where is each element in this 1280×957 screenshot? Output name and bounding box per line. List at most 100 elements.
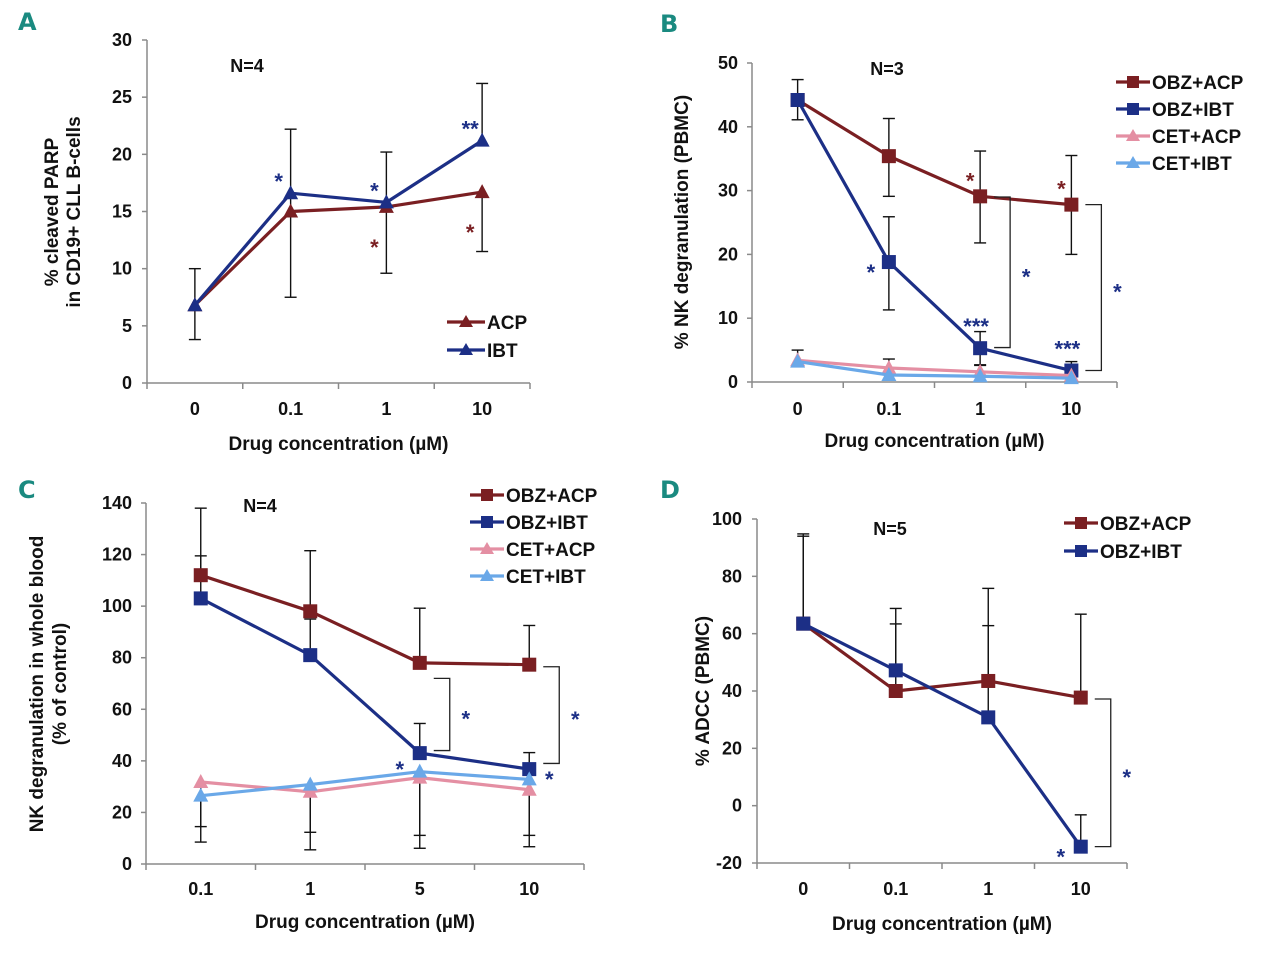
legend-label: CET+ACP	[1152, 127, 1242, 148]
y-tick-label: 20	[722, 738, 742, 758]
y-tick-label: 20	[718, 244, 738, 264]
legend: OBZ+ACP OBZ+IBT	[1064, 514, 1192, 563]
y-tick-label: 20	[112, 144, 132, 164]
y-tick-label: 40	[112, 751, 132, 771]
legend-item: OBZ+ACP	[470, 486, 598, 507]
data-point	[973, 341, 988, 356]
legend-label: CET+IBT	[1152, 154, 1232, 175]
legend: OBZ+ACP OBZ+IBT CET+ACP CET+IBT	[1116, 73, 1244, 175]
y-axis-label: % ADCC (PBMC)	[693, 616, 714, 766]
y-tick-label: 40	[722, 681, 742, 701]
legend-marker	[1126, 129, 1140, 141]
x-axis-label: Drug concentration (µM)	[229, 434, 449, 455]
bracket-significance-marker: *	[1122, 765, 1131, 790]
significance-marker: *	[1057, 177, 1066, 202]
legend-label: CET+IBT	[506, 567, 586, 588]
y-tick-label: 30	[112, 30, 132, 50]
data-point	[790, 93, 805, 108]
significance-marker: *	[966, 168, 975, 193]
data-point	[303, 648, 318, 663]
legend-item: OBZ+IBT	[470, 513, 588, 534]
panel-b: B 0 10 20 30 40 50 0 0.1 1 10 Drug concentration (µ…	[660, 10, 1244, 452]
panel-d: D -20 0 20 40 60 80 100 0 0.1 1 10 Drug concentratio…	[660, 476, 1192, 935]
data-point	[193, 774, 209, 789]
legend-item: CET+ACP	[1116, 127, 1242, 148]
x-tick-label: 10	[519, 879, 539, 899]
legend: OBZ+ACP OBZ+IBT CET+ACP CET+IBT	[470, 486, 598, 588]
data-point	[1073, 839, 1088, 854]
legend-label: OBZ+ACP	[506, 486, 598, 507]
y-tick-label: 5	[122, 316, 132, 336]
data-point	[521, 771, 537, 786]
significance-marker: *	[370, 178, 379, 203]
data-point	[303, 604, 318, 619]
series-line-ibt	[193, 139, 483, 307]
legend-label: OBZ+IBT	[1100, 542, 1182, 563]
y-tick-label: 30	[718, 181, 738, 201]
legend-item: CET+ACP	[470, 540, 596, 561]
legend-marker	[1075, 517, 1087, 529]
data-point	[1064, 197, 1079, 212]
legend-label: IBT	[487, 341, 518, 362]
x-tick-label: 0.1	[188, 879, 213, 899]
y-tick-label: 0	[122, 854, 132, 874]
panel-letter: B	[660, 10, 678, 38]
x-axis-label: Drug concentration (µM)	[832, 914, 1052, 935]
data-point	[412, 746, 427, 761]
data-point	[881, 366, 897, 381]
data-point	[474, 184, 490, 199]
data-point	[302, 776, 318, 791]
data-point	[193, 591, 208, 606]
data-point	[522, 657, 537, 672]
data-point	[973, 189, 988, 204]
x-tick-label: 1	[975, 399, 985, 419]
series-line-cet-acp	[797, 358, 1072, 378]
significance-marker: *	[370, 235, 379, 260]
y-tick-label: 40	[718, 117, 738, 137]
data-point	[888, 684, 903, 698]
bracket-significance-marker: *	[1113, 280, 1122, 305]
x-tick-label: 10	[1071, 879, 1091, 899]
data-point	[881, 149, 896, 164]
data-point	[1063, 370, 1079, 385]
bracket-significance-marker: *	[461, 706, 470, 731]
y-tick-label: 0	[732, 796, 742, 816]
significance-marker: *	[395, 757, 404, 782]
y-axis-label: in CD19+ CLL B-cells	[64, 116, 85, 307]
y-axis-label: % NK degranulation (PBMC)	[672, 95, 693, 349]
data-point	[796, 616, 811, 631]
data-point	[378, 194, 394, 209]
data-point	[187, 297, 203, 312]
x-tick-label: 0	[793, 399, 803, 419]
legend-item: CET+IBT	[1116, 154, 1232, 175]
data-point	[881, 255, 896, 270]
x-tick-label: 0.1	[883, 879, 908, 899]
legend-label: OBZ+ACP	[1152, 73, 1244, 94]
significance-marker: ***	[1055, 337, 1081, 362]
y-tick-label: 0	[728, 372, 738, 392]
significance-bracket	[543, 666, 560, 765]
legend-marker	[1127, 103, 1139, 115]
series-line-obz-acp	[200, 573, 530, 667]
legend-marker	[481, 489, 493, 501]
x-tick-label: 1	[983, 879, 993, 899]
significance-bracket	[1094, 698, 1112, 848]
series-line-acp	[193, 190, 483, 307]
y-tick-label: 20	[112, 802, 132, 822]
y-tick-label: -20	[716, 853, 742, 873]
y-tick-label: 60	[112, 699, 132, 719]
bracket-significance-marker: *	[571, 707, 580, 732]
panel-letter: C	[18, 476, 36, 504]
data-point	[283, 203, 299, 218]
x-tick-label: 5	[415, 879, 425, 899]
legend-label: OBZ+IBT	[1152, 100, 1234, 121]
legend-marker	[481, 516, 493, 528]
significance-marker: *	[466, 220, 475, 245]
data-point	[972, 368, 988, 383]
y-tick-label: 50	[718, 53, 738, 73]
x-tick-label: 1	[381, 399, 391, 419]
x-axis-label: Drug concentration (µM)	[255, 912, 475, 933]
legend-item: CET+IBT	[470, 567, 586, 588]
significance-bracket	[433, 677, 451, 752]
